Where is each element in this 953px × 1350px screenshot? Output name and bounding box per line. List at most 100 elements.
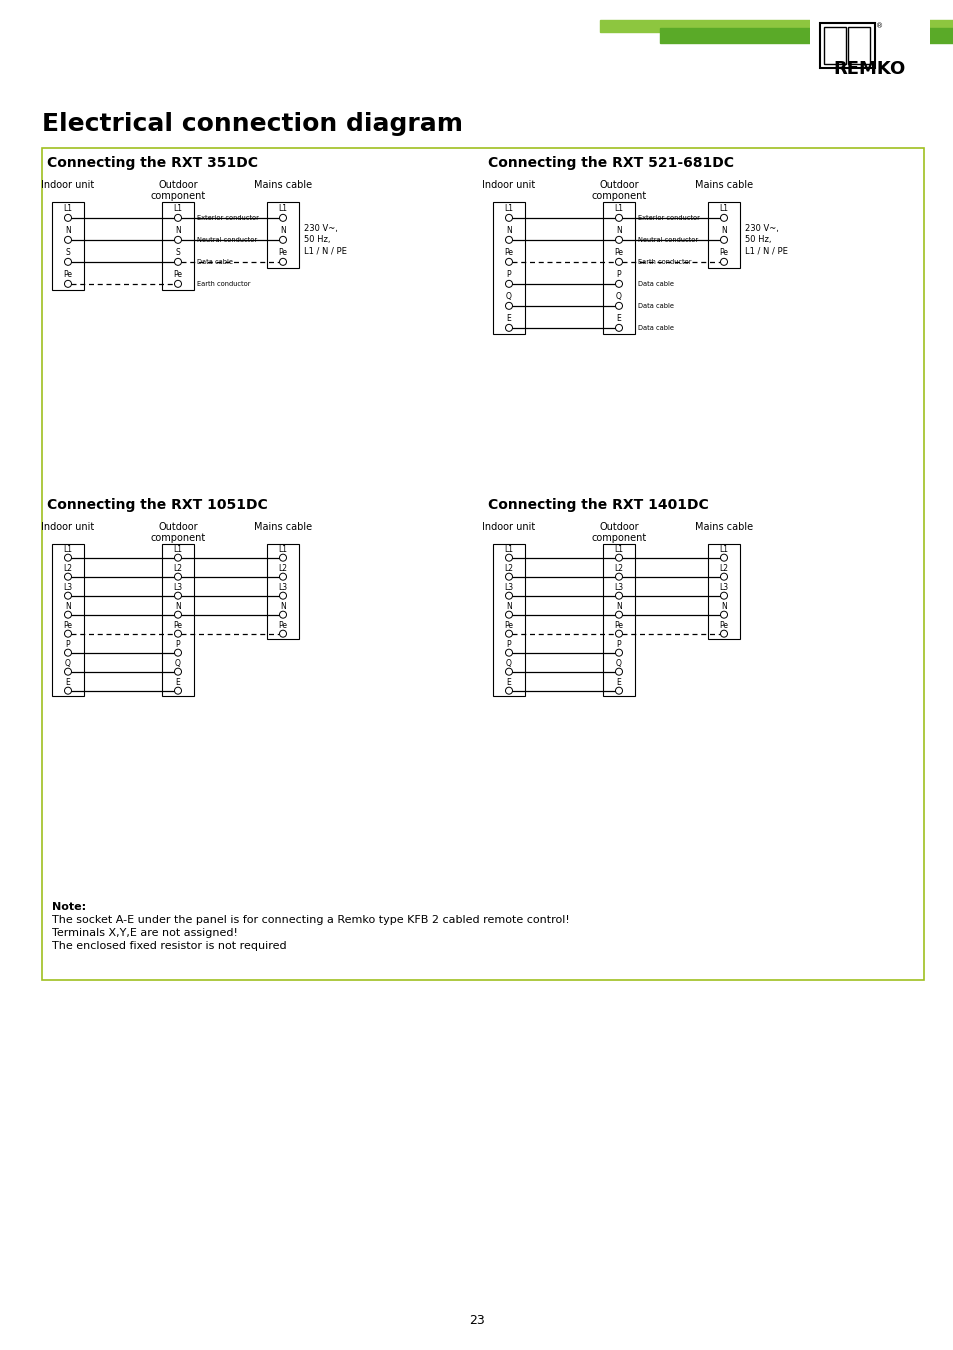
Bar (809, 18, 929, 88)
Circle shape (279, 630, 286, 637)
Text: P: P (616, 640, 620, 649)
Text: N: N (280, 225, 286, 235)
Text: 230 V~,
50 Hz,
L1 / N / PE: 230 V~, 50 Hz, L1 / N / PE (744, 224, 787, 255)
Circle shape (174, 258, 181, 266)
Circle shape (279, 236, 286, 243)
Text: P: P (506, 270, 511, 279)
Text: Indoor unit: Indoor unit (41, 522, 94, 532)
Text: L1: L1 (719, 545, 728, 555)
Text: L3: L3 (614, 583, 623, 593)
Text: Outdoor
component: Outdoor component (151, 180, 206, 201)
Circle shape (505, 281, 512, 288)
Text: L3: L3 (278, 583, 287, 593)
Bar (52, 202, 84, 290)
Bar (267, 202, 298, 269)
Text: L3: L3 (719, 583, 728, 593)
Circle shape (615, 593, 622, 599)
Text: Pe: Pe (173, 270, 182, 279)
Circle shape (505, 612, 512, 618)
Text: Indoor unit: Indoor unit (41, 180, 94, 190)
Text: Mains cable: Mains cable (694, 180, 752, 190)
Circle shape (174, 555, 181, 562)
Text: Connecting the RXT 521-681DC: Connecting the RXT 521-681DC (488, 157, 733, 170)
Bar (52, 544, 84, 697)
Bar (707, 544, 740, 639)
Text: L2: L2 (719, 564, 728, 574)
Bar (493, 202, 524, 333)
Circle shape (615, 555, 622, 562)
Text: L1: L1 (278, 545, 287, 555)
Text: Outdoor
component: Outdoor component (591, 522, 646, 543)
Text: ®: ® (875, 23, 882, 28)
Text: Pe: Pe (719, 621, 728, 630)
Circle shape (505, 302, 512, 309)
Bar (599, 20, 953, 32)
Circle shape (615, 302, 622, 309)
Circle shape (174, 687, 181, 694)
Text: E: E (66, 678, 71, 687)
Circle shape (505, 324, 512, 331)
Text: N: N (616, 225, 621, 235)
Text: Neutral conductor: Neutral conductor (196, 236, 257, 243)
Circle shape (615, 281, 622, 288)
Text: Pe: Pe (278, 248, 287, 256)
Circle shape (65, 593, 71, 599)
Circle shape (615, 668, 622, 675)
Text: L2: L2 (64, 564, 72, 574)
Text: N: N (175, 225, 181, 235)
Circle shape (174, 630, 181, 637)
Text: L2: L2 (504, 564, 513, 574)
Circle shape (615, 236, 622, 243)
Text: L2: L2 (173, 564, 182, 574)
Circle shape (279, 258, 286, 266)
Bar (162, 202, 193, 290)
Text: L3: L3 (504, 583, 513, 593)
Text: Q: Q (505, 659, 512, 668)
Circle shape (65, 649, 71, 656)
Text: Terminals X,Y,E are not assigned!: Terminals X,Y,E are not assigned! (52, 927, 237, 938)
Text: L1: L1 (64, 204, 72, 213)
Text: L1: L1 (719, 204, 728, 213)
Circle shape (720, 593, 727, 599)
Text: Indoor unit: Indoor unit (482, 522, 535, 532)
Circle shape (720, 612, 727, 618)
Text: Pe: Pe (64, 270, 72, 279)
Text: S: S (175, 248, 180, 256)
Bar (42, 148, 923, 980)
Text: L3: L3 (63, 583, 72, 593)
Circle shape (174, 236, 181, 243)
Circle shape (720, 630, 727, 637)
Text: L1: L1 (614, 545, 623, 555)
Circle shape (174, 281, 181, 288)
Circle shape (65, 668, 71, 675)
Text: Connecting the RXT 1401DC: Connecting the RXT 1401DC (488, 498, 708, 512)
Circle shape (720, 236, 727, 243)
Text: Pe: Pe (614, 621, 623, 630)
Text: E: E (175, 678, 180, 687)
Text: The socket A-E under the panel is for connecting a Remko type KFB 2 cabled remot: The socket A-E under the panel is for co… (52, 915, 569, 925)
Bar (493, 544, 524, 697)
Circle shape (279, 593, 286, 599)
Text: L2: L2 (278, 564, 287, 574)
Text: L2: L2 (614, 564, 623, 574)
Text: N: N (506, 602, 512, 612)
Text: Mains cable: Mains cable (694, 522, 752, 532)
Circle shape (65, 687, 71, 694)
Bar (847, 27, 869, 63)
Text: Pe: Pe (614, 248, 623, 256)
Circle shape (720, 215, 727, 221)
Circle shape (174, 612, 181, 618)
Circle shape (505, 258, 512, 266)
Bar (707, 202, 740, 269)
Bar (820, 23, 874, 68)
Circle shape (720, 258, 727, 266)
Text: E: E (506, 315, 511, 323)
Text: Data cable: Data cable (638, 302, 673, 309)
Circle shape (65, 236, 71, 243)
Circle shape (615, 630, 622, 637)
Text: Exterior conductor: Exterior conductor (196, 215, 258, 221)
Text: Data cable: Data cable (638, 325, 673, 331)
Circle shape (65, 258, 71, 266)
Text: P: P (66, 640, 71, 649)
Text: L3: L3 (173, 583, 182, 593)
